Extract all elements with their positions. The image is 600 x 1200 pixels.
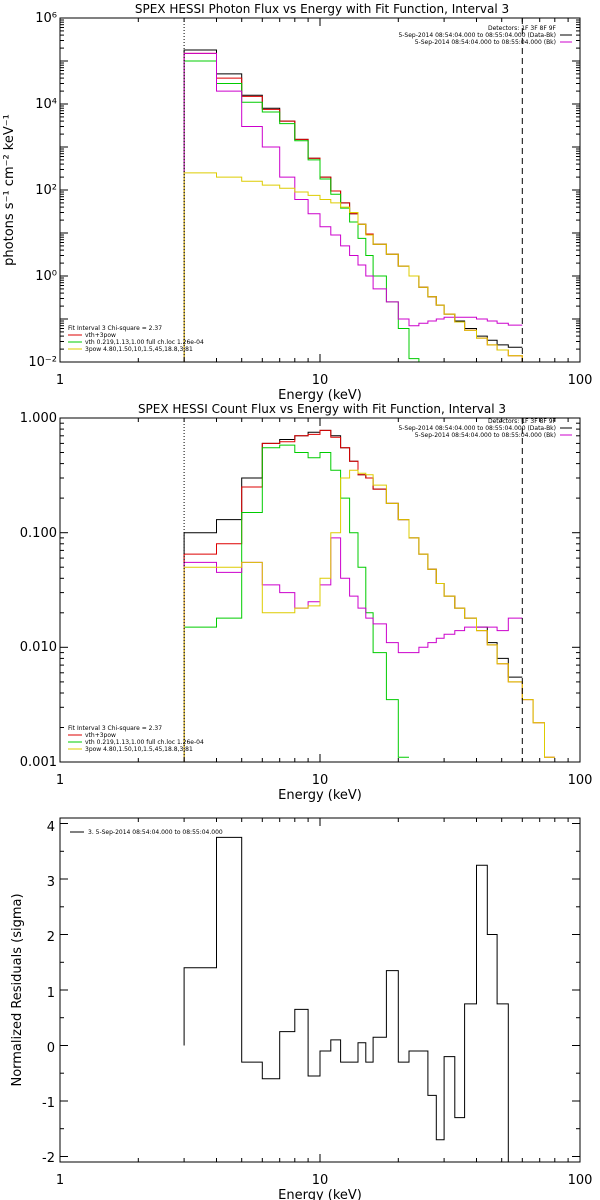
count-flux-ytick-label: 0.100 bbox=[20, 526, 57, 541]
residuals-xtick-label: 1 bbox=[56, 1173, 64, 1188]
count-flux-xaxis-label: Energy (keV) bbox=[278, 788, 362, 803]
photon-flux-fit-vth: vth 0.219,1.13,1.00 full ch.loc 1.26e-04 bbox=[85, 339, 204, 346]
residuals-xtick-label: 100 bbox=[568, 1173, 593, 1188]
count-flux-fit-3pow: 3pow 4.80,1.50,10,1.5,45,18.8,3.81 bbox=[85, 746, 193, 753]
photon-flux-xtick-label: 100 bbox=[568, 373, 593, 388]
residuals-ytick-label: 3 bbox=[47, 875, 55, 890]
photon-flux-xaxis-label: Energy (keV) bbox=[278, 388, 362, 403]
count-flux-legend-bk-text: 5-Sep-2014 08:54:04.000 to 08:55:04.000 … bbox=[415, 432, 556, 439]
residuals-ytick-label: 0 bbox=[47, 1041, 55, 1056]
photon-flux-xtick-label: 10 bbox=[312, 373, 329, 388]
residuals-series-group bbox=[183, 836, 509, 1162]
residuals-legend-text: 3. 5-Sep-2014 08:54:04.000 to 08:55:04.0… bbox=[88, 829, 223, 836]
count-flux-xtick-label: 1 bbox=[56, 773, 64, 788]
photon-flux-series-group bbox=[183, 49, 555, 363]
residuals-yaxis-label: Normalized Residuals (sigma) bbox=[10, 893, 25, 1086]
count-flux-title: SPEX HESSI Count Flux vs Energy with Fit… bbox=[138, 402, 506, 416]
residuals-legend: 3. 5-Sep-2014 08:54:04.000 to 08:55:04.0… bbox=[70, 829, 223, 836]
photon-flux-fit-header: Fit Interval 3 Chi-square = 2.37 bbox=[68, 325, 162, 332]
photon-flux-fit-legend: Fit Interval 3 Chi-square = 2.37 vth+3po… bbox=[68, 325, 204, 353]
count-flux-fit-total: vth+3pow bbox=[85, 732, 116, 739]
residuals-ytick-label: -1 bbox=[42, 1096, 55, 1111]
photon-flux-top-legend: Detectors: 1F 3F 8F 9F 5-Sep-2014 08:54:… bbox=[398, 25, 572, 46]
residuals-ytick-label: -2 bbox=[42, 1151, 55, 1166]
count-flux-legend-data-text: 5-Sep-2014 08:54:04.000 to 08:55:04.000 … bbox=[398, 425, 556, 432]
count-flux-xtick-label: 10 bbox=[312, 773, 329, 788]
count-flux-ytick-label: 1.000 bbox=[20, 411, 57, 426]
count-flux-series-line-3 bbox=[183, 537, 523, 762]
count-flux-panel: SPEX HESSI Count Flux vs Energy with Fit… bbox=[20, 402, 593, 803]
residuals-axis-ticks bbox=[59, 818, 581, 1162]
photon-flux-ytick-label: 10⁰ bbox=[35, 269, 57, 284]
residuals-series-line-0 bbox=[183, 836, 509, 1162]
count-flux-axis-ticks bbox=[59, 417, 581, 763]
count-flux-series-line-2 bbox=[183, 444, 409, 762]
count-flux-top-legend: Detectors: 1F 3F 8F 9F 5-Sep-2014 08:54:… bbox=[398, 418, 572, 439]
count-flux-series-group bbox=[183, 429, 555, 762]
count-flux-fit-vth: vth 0.219,1.13,1.00 full ch.loc 1.26e-04 bbox=[85, 739, 204, 746]
photon-flux-ytick-label: 10⁻² bbox=[28, 355, 57, 370]
residuals-ytick-label: 2 bbox=[47, 930, 55, 945]
photon-flux-detectors-text: Detectors: 1F 3F 8F 9F bbox=[488, 25, 557, 32]
residuals-ytick-label: 4 bbox=[47, 820, 55, 835]
count-flux-vlines bbox=[183, 418, 523, 762]
photon-flux-legend-data-text: 5-Sep-2014 08:54:04.000 to 08:55:04.000 … bbox=[398, 32, 556, 39]
photon-flux-fit-3pow: 3pow 4.80,1.50,10,1.5,45,18.8,3.81 bbox=[85, 346, 193, 353]
photon-flux-title: SPEX HESSI Photon Flux vs Energy with Fi… bbox=[135, 2, 509, 16]
residuals-ytick-label: 1 bbox=[47, 986, 55, 1001]
residuals-panel: 1 10 100 -2 -1 0 1 2 3 4 Energy (keV) No… bbox=[10, 817, 593, 1200]
photon-flux-panel: SPEX HESSI Photon Flux vs Energy with Fi… bbox=[2, 2, 592, 403]
photon-flux-ytick-label: 10⁴ bbox=[35, 97, 57, 112]
count-flux-detectors-text: Detectors: 1F 3F 8F 9F bbox=[488, 418, 557, 425]
count-flux-ytick-label: 0.001 bbox=[20, 755, 57, 770]
count-flux-series-line-4 bbox=[183, 469, 555, 762]
photon-flux-ytick-label: 10² bbox=[35, 183, 57, 198]
photon-flux-yaxis-label: photons s⁻¹ cm⁻² keV⁻¹ bbox=[2, 114, 17, 266]
photon-flux-series-line-4 bbox=[183, 172, 555, 363]
residuals-xaxis-label: Energy (keV) bbox=[278, 1188, 362, 1200]
photon-flux-series-line-3 bbox=[183, 52, 523, 362]
photon-flux-legend-bk-text: 5-Sep-2014 08:54:04.000 to 08:55:04.000 … bbox=[415, 39, 556, 46]
photon-flux-ytick-label: 10⁶ bbox=[35, 11, 57, 26]
count-flux-ytick-label: 0.010 bbox=[20, 640, 57, 655]
count-flux-fit-legend: Fit Interval 3 Chi-square = 2.37 vth+3po… bbox=[68, 725, 204, 753]
count-flux-xtick-label: 100 bbox=[568, 773, 593, 788]
photon-flux-fit-total: vth+3pow bbox=[85, 332, 116, 339]
photon-flux-xtick-label: 1 bbox=[56, 373, 64, 388]
photon-flux-axis-ticks bbox=[59, 17, 581, 363]
residuals-xtick-label: 10 bbox=[312, 1173, 329, 1188]
count-flux-fit-header: Fit Interval 3 Chi-square = 2.37 bbox=[68, 725, 162, 732]
photon-flux-vlines bbox=[183, 18, 523, 362]
